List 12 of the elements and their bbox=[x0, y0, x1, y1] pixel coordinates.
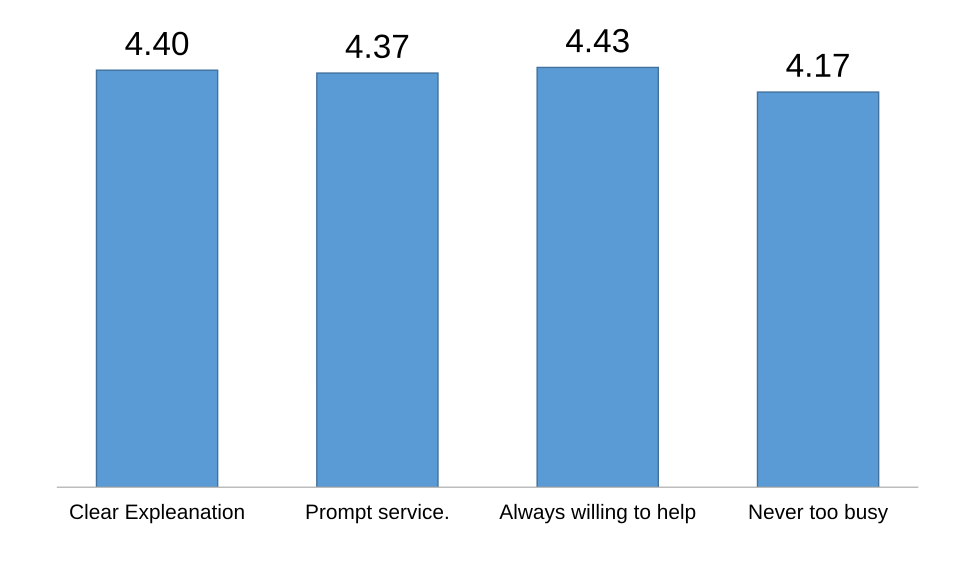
data-label: 4.40 bbox=[125, 32, 188, 56]
bar bbox=[536, 66, 660, 488]
x-tick-label: Clear Expleanation bbox=[70, 504, 244, 524]
data-label: 4.17 bbox=[786, 54, 849, 77]
bar bbox=[756, 91, 880, 488]
x-tick-label: Always willing to help bbox=[499, 504, 696, 524]
data-label: 4.43 bbox=[566, 28, 629, 52]
x-tick-label: Never too busy bbox=[750, 504, 888, 524]
x-tick-label: Prompt service. bbox=[306, 504, 448, 524]
bar bbox=[96, 70, 218, 488]
data-label: 4.37 bbox=[346, 34, 408, 58]
bar bbox=[316, 72, 439, 488]
